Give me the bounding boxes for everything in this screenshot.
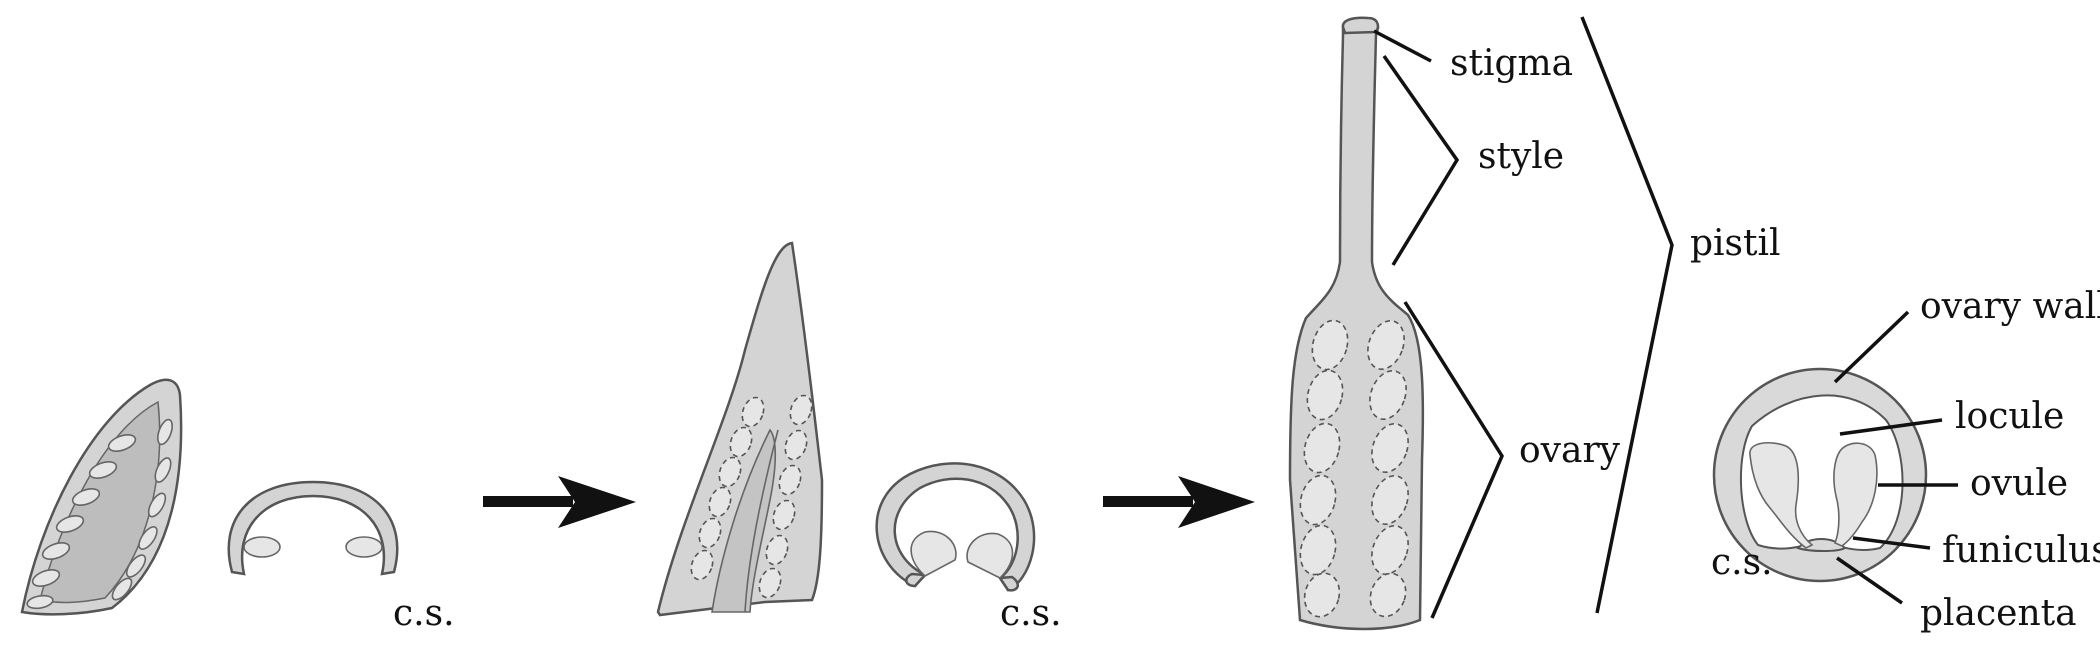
placenta-label: placenta: [1920, 593, 2077, 634]
pistil-bracket: [1580, 16, 1674, 614]
funiculus-leader: [1852, 536, 1931, 550]
locule-label: locule: [1955, 396, 2064, 437]
ovary-wall-leader: [1833, 310, 1910, 384]
arrow-1: [483, 476, 636, 528]
cs-label-2: c.s.: [1000, 593, 1062, 634]
ovary-label: ovary: [1519, 430, 1621, 471]
ovule-label: ovule: [1970, 463, 2068, 504]
folding-carpel: [656, 241, 824, 617]
pistil-label: pistil: [1690, 223, 1781, 264]
cross-section-folding: c.s.: [875, 462, 1062, 634]
cross-section-open: c.s.: [227, 480, 455, 634]
marginal-ovules-right: [111, 418, 173, 601]
stigma-top: [1341, 16, 1380, 35]
ovary-wall-label: ovary wall: [1920, 286, 2100, 327]
placenta-leader: [1836, 556, 1903, 605]
cs-label-1: c.s.: [393, 593, 455, 634]
funiculus-label: funiculus: [1942, 530, 2100, 571]
open-carpel-leaf: [20, 378, 183, 616]
ovule-right: [1833, 442, 1878, 547]
cs-label-3: c.s.: [1711, 542, 1773, 583]
ovary-bracket: [1403, 301, 1504, 619]
pistil-ovules: [1299, 319, 1409, 618]
style-bracket: [1382, 54, 1460, 266]
stigma-leader: [1373, 29, 1432, 63]
locule-leader: [1839, 418, 1943, 436]
stigma-label: stigma: [1450, 43, 1573, 84]
style-label: style: [1478, 136, 1564, 177]
marginal-ovules-left: [26, 434, 137, 610]
ovary-cross-section: c.s.: [1711, 367, 1928, 583]
pistil: [1288, 16, 1425, 631]
enclosed-ovules: [690, 394, 813, 599]
ovule-left: [1749, 441, 1814, 549]
arrow-2: [1103, 476, 1255, 528]
